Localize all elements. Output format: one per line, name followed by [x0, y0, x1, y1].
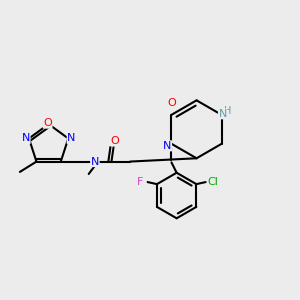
Text: N: N: [163, 141, 172, 151]
Text: O: O: [110, 136, 119, 146]
Text: H: H: [224, 106, 232, 116]
Text: F: F: [137, 177, 144, 187]
Text: Cl: Cl: [208, 177, 218, 187]
Text: O: O: [43, 118, 52, 128]
Text: O: O: [167, 98, 176, 108]
Text: N: N: [67, 134, 76, 143]
Text: N: N: [91, 157, 99, 166]
Text: N: N: [22, 134, 30, 143]
Text: N: N: [218, 109, 227, 119]
